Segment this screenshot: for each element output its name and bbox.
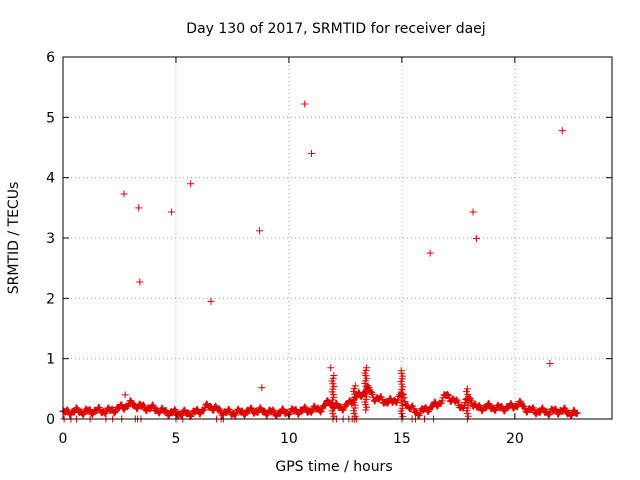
data-point xyxy=(567,412,575,420)
data-point xyxy=(369,390,377,398)
x-tick-label: 20 xyxy=(506,431,524,447)
data-point xyxy=(454,398,462,406)
data-point xyxy=(339,406,347,414)
data-point xyxy=(79,411,87,419)
y-tick-label: 3 xyxy=(46,231,55,247)
ticks-layer: 0 5 10 15 20 0 1 2 3 4 5 6 xyxy=(46,50,612,447)
chart-title: Day 130 of 2017, SRMTID for receiver dae… xyxy=(186,21,485,37)
data-point xyxy=(431,398,439,406)
data-point xyxy=(491,407,499,415)
plot-frame xyxy=(62,56,613,420)
data-point xyxy=(355,388,363,396)
data-point xyxy=(196,410,204,418)
y-tick-label: 0 xyxy=(46,412,55,428)
data-point xyxy=(257,404,265,412)
data-point xyxy=(167,208,175,216)
data-point xyxy=(573,410,581,418)
y-tick-label: 1 xyxy=(46,352,55,368)
data-point xyxy=(416,409,424,417)
data-point xyxy=(86,406,94,414)
data-point xyxy=(256,227,264,235)
x-tick-label: 0 xyxy=(59,431,68,447)
data-point xyxy=(301,403,309,411)
data-point xyxy=(546,359,554,367)
data-point xyxy=(558,127,566,135)
data-point xyxy=(469,208,477,216)
data-point xyxy=(120,190,128,198)
data-point xyxy=(321,401,329,409)
data-point xyxy=(401,397,409,405)
data-point xyxy=(124,403,132,411)
data-point xyxy=(241,411,249,419)
data-point xyxy=(538,404,546,412)
data-point xyxy=(397,367,405,375)
x-axis-label: GPS time / hours xyxy=(275,459,392,475)
data-point xyxy=(476,402,484,410)
data-point xyxy=(258,384,266,392)
data-point xyxy=(278,405,286,413)
data-point xyxy=(523,408,531,416)
data-point xyxy=(117,401,125,409)
data-point xyxy=(308,408,316,416)
data-point xyxy=(136,278,144,286)
data-point xyxy=(485,399,493,407)
data-point xyxy=(140,401,148,409)
y-axis-label: SRMTID / TECUs xyxy=(6,182,22,295)
data-point xyxy=(133,405,141,413)
data-point xyxy=(463,385,471,393)
data-point xyxy=(178,411,186,419)
data-point xyxy=(209,407,217,415)
data-point xyxy=(386,394,394,402)
data-point xyxy=(149,401,157,409)
grid-layer xyxy=(63,57,612,419)
x-tick-label: 5 xyxy=(172,431,181,447)
data-point xyxy=(327,364,335,372)
data-point xyxy=(121,391,129,399)
data-point xyxy=(165,412,173,420)
data-point xyxy=(247,404,255,412)
data-point xyxy=(135,204,143,212)
data-point xyxy=(187,180,195,188)
data-point xyxy=(111,409,119,417)
data-point xyxy=(238,407,246,415)
data-point xyxy=(216,405,224,413)
data-point xyxy=(263,411,271,419)
data-point xyxy=(516,397,524,405)
x-tick-label: 10 xyxy=(280,431,298,447)
x-tick-label: 15 xyxy=(393,431,411,447)
data-point xyxy=(301,100,309,108)
data-point xyxy=(73,404,81,412)
data-point xyxy=(426,249,434,257)
data-point xyxy=(261,407,269,415)
data-point xyxy=(482,404,490,412)
data-point xyxy=(308,150,316,158)
data-point xyxy=(330,372,338,380)
data-point xyxy=(545,411,553,419)
data-point xyxy=(207,297,215,305)
data-point xyxy=(507,400,515,408)
data-point xyxy=(270,406,278,414)
data-point xyxy=(438,397,446,405)
data-point xyxy=(368,389,376,397)
data-point xyxy=(171,406,179,414)
data-point xyxy=(316,408,324,416)
y-tick-label: 2 xyxy=(46,291,55,307)
y-tick-label: 5 xyxy=(46,110,55,126)
data-point xyxy=(348,400,356,408)
y-tick-label: 6 xyxy=(46,50,55,66)
data-point xyxy=(444,391,452,399)
y-tick-label: 4 xyxy=(46,171,55,187)
data-point xyxy=(472,235,480,243)
data-point xyxy=(363,364,371,372)
data-point xyxy=(573,409,581,417)
data-point xyxy=(295,410,303,418)
data-point xyxy=(351,382,359,390)
data-point xyxy=(478,407,486,415)
data-points xyxy=(59,100,581,423)
